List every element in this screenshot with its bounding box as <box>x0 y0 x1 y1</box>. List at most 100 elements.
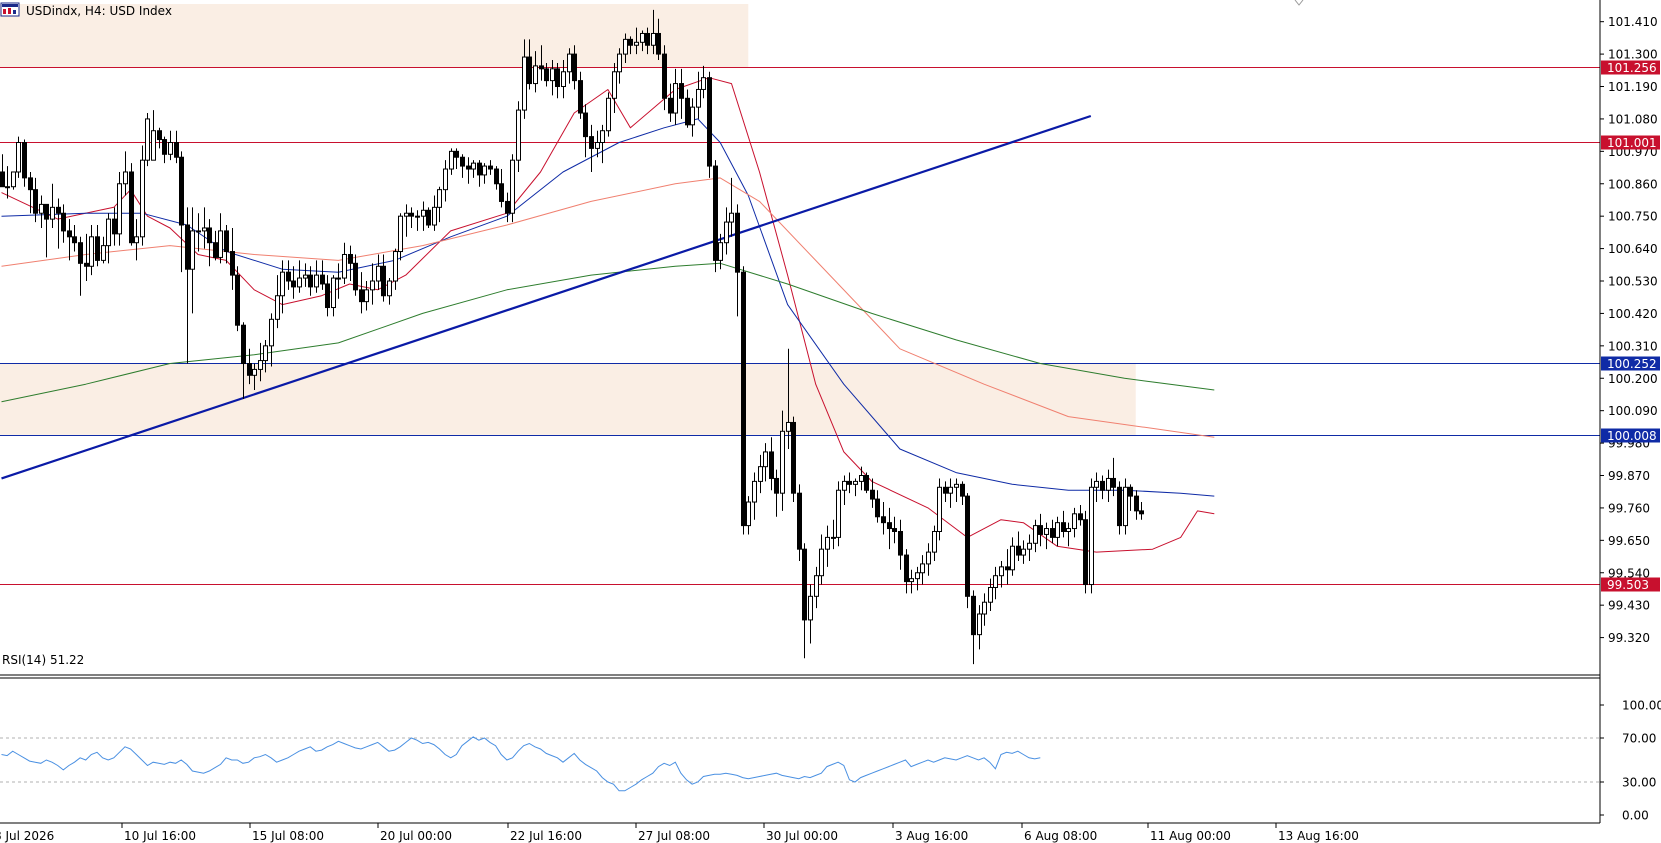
candle <box>291 266 296 299</box>
candle <box>836 481 841 547</box>
candle <box>1128 484 1133 511</box>
time-tick-label: 3 Aug 16:00 <box>895 829 968 843</box>
candle <box>331 275 336 317</box>
candle <box>909 569 914 594</box>
level-tag-bg-0 <box>1601 60 1660 75</box>
candle <box>39 195 44 228</box>
price-tick-label: 100.750 <box>1608 210 1658 224</box>
candle <box>454 148 459 170</box>
candle <box>668 83 673 122</box>
candle <box>718 233 723 270</box>
candle <box>162 136 167 164</box>
candle <box>1106 469 1111 503</box>
candle <box>145 113 150 167</box>
price-tick-label: 101.410 <box>1608 15 1658 29</box>
candle <box>1123 478 1128 535</box>
candle <box>814 566 819 609</box>
candlestick-series <box>0 9 1144 665</box>
candle <box>617 48 622 84</box>
candle <box>342 242 347 284</box>
candle <box>398 213 403 261</box>
candle <box>409 207 414 228</box>
chart-shift-marker-icon[interactable] <box>1294 0 1304 6</box>
price-tick-label: 99.430 <box>1608 599 1650 613</box>
candle <box>117 171 122 246</box>
candle <box>589 124 594 172</box>
time-tick-label: 8 Jul 2026 <box>0 829 54 843</box>
candle <box>567 48 572 84</box>
rsi-tick-label: 0.00 <box>1622 809 1649 823</box>
time-axis-ticks: 8 Jul 2026 10 Jul 16:00 15 Jul 08:00 20 Jul… <box>0 823 1359 843</box>
candle <box>1033 519 1038 553</box>
symbol-label: USDindx, H4: USD Index <box>26 4 172 18</box>
candle <box>151 110 156 161</box>
zone-1 <box>0 362 1136 435</box>
candle <box>241 322 246 399</box>
candle <box>336 263 341 299</box>
price-tick-label: 100.420 <box>1608 307 1658 321</box>
candle <box>583 104 588 158</box>
candle <box>510 154 515 223</box>
candle <box>1005 549 1010 585</box>
candle <box>488 160 493 175</box>
candle <box>190 207 195 314</box>
candle <box>230 227 235 290</box>
candle <box>269 313 274 367</box>
time-tick-label: 10 Jul 16:00 <box>124 829 196 843</box>
candle <box>960 481 965 505</box>
candle <box>286 260 291 290</box>
candle <box>258 342 263 382</box>
candle <box>494 166 499 190</box>
candle <box>505 192 510 223</box>
candle <box>1038 513 1043 547</box>
price-tick-label: 101.300 <box>1608 48 1658 62</box>
time-tick-label: 15 Jul 08:00 <box>252 829 324 843</box>
price-tick-label: 100.090 <box>1608 404 1658 418</box>
candle <box>954 478 959 503</box>
candle <box>16 136 21 178</box>
candle <box>943 481 948 503</box>
time-tick-label: 30 Jul 00:00 <box>766 829 838 843</box>
candle <box>67 219 72 261</box>
candle <box>174 130 179 164</box>
candle <box>898 519 903 570</box>
candle <box>808 584 813 644</box>
candle <box>1111 457 1116 497</box>
candle <box>774 469 779 517</box>
time-tick-label: 11 Aug 00:00 <box>1150 829 1231 843</box>
candle <box>157 127 162 149</box>
price-tick-label: 101.080 <box>1608 112 1658 126</box>
candle <box>904 549 909 594</box>
candle <box>72 225 77 252</box>
candle <box>600 124 605 164</box>
candle <box>11 171 16 190</box>
candle <box>701 65 706 99</box>
candle <box>426 207 431 228</box>
trendline-group[interactable] <box>1 114 1092 480</box>
candle <box>218 213 223 264</box>
candle <box>263 339 268 373</box>
candle <box>376 254 381 290</box>
candle <box>825 525 830 567</box>
candle <box>437 186 442 223</box>
candle <box>752 472 757 520</box>
candle <box>606 92 611 137</box>
level-tag-bg-3 <box>1601 428 1660 443</box>
candle <box>988 578 993 612</box>
time-tick-label: 13 Aug 16:00 <box>1278 829 1359 843</box>
candle <box>685 89 690 128</box>
price-tick-label: 100.530 <box>1608 275 1658 289</box>
candle <box>112 207 117 246</box>
candle <box>965 493 970 609</box>
trendline[interactable] <box>1 114 1092 480</box>
candle <box>404 204 409 237</box>
horizontal-levels[interactable] <box>0 67 1600 585</box>
candle <box>527 39 532 90</box>
candle <box>123 151 128 196</box>
candle <box>758 454 763 494</box>
candle <box>926 543 931 576</box>
level-price-tags: 101.256 101.001 100.252 100.008 99.503 <box>1601 60 1660 592</box>
candle <box>982 593 987 626</box>
candle <box>1044 522 1049 550</box>
